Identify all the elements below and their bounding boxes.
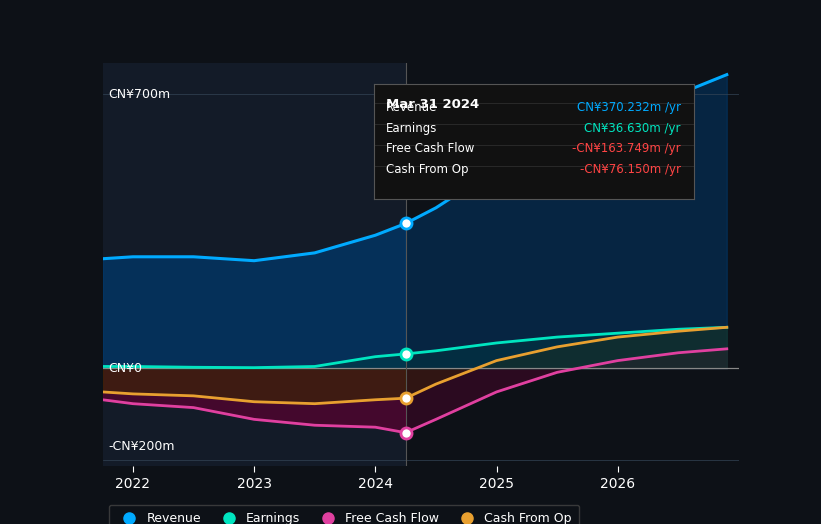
Text: Free Cash Flow: Free Cash Flow — [387, 143, 475, 155]
Text: -CN¥163.749m /yr: -CN¥163.749m /yr — [572, 143, 681, 155]
Legend: Revenue, Earnings, Free Cash Flow, Cash From Op: Revenue, Earnings, Free Cash Flow, Cash … — [109, 505, 580, 524]
Bar — [406, 63, 739, 466]
Text: Mar 31 2024: Mar 31 2024 — [387, 97, 479, 111]
Text: CN¥370.232m /yr: CN¥370.232m /yr — [577, 101, 681, 114]
Text: CN¥0: CN¥0 — [108, 362, 143, 375]
Text: Past: Past — [374, 86, 400, 100]
Text: CN¥700m: CN¥700m — [108, 88, 171, 101]
Text: Revenue: Revenue — [387, 101, 438, 114]
Text: -CN¥200m: -CN¥200m — [108, 440, 175, 453]
Bar — [103, 63, 406, 466]
Text: -CN¥76.150m /yr: -CN¥76.150m /yr — [580, 163, 681, 176]
Text: CN¥36.630m /yr: CN¥36.630m /yr — [585, 122, 681, 135]
Text: Earnings: Earnings — [387, 122, 438, 135]
Text: Analysts Forecasts: Analysts Forecasts — [415, 86, 532, 100]
Text: Cash From Op: Cash From Op — [387, 163, 469, 176]
